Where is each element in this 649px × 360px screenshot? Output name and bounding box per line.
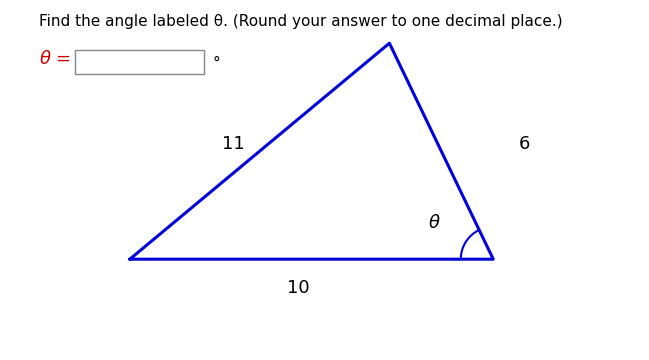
Text: °: ° — [212, 56, 220, 71]
Text: 10: 10 — [288, 279, 310, 297]
Text: 11: 11 — [222, 135, 245, 153]
Text: Find the angle labeled θ. (Round your answer to one decimal place.): Find the angle labeled θ. (Round your an… — [39, 14, 563, 30]
Text: 6: 6 — [519, 135, 531, 153]
Text: $\theta$ =: $\theta$ = — [39, 50, 71, 68]
Text: $\theta$: $\theta$ — [428, 214, 441, 232]
FancyBboxPatch shape — [75, 50, 204, 74]
